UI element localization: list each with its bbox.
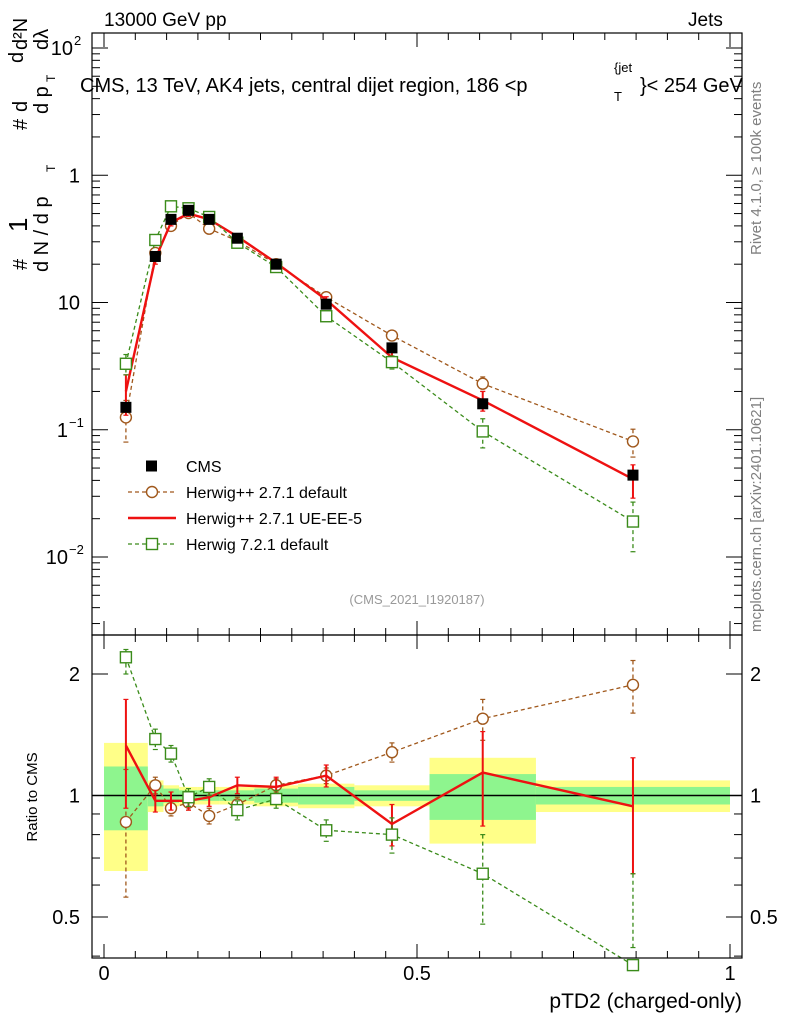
data-point-main: [320, 310, 333, 323]
y-tick-label-ratio-right: 1: [750, 786, 761, 808]
data-point-ratio: [149, 779, 162, 792]
data-point-ratio: [149, 732, 162, 746]
data-point-ratio: [119, 651, 133, 664]
data-point-ratio: [202, 809, 216, 823]
legend-marker: [145, 485, 159, 499]
chart-title: CMS, 13 TeV, AK4 jets, central dijet reg…: [80, 75, 528, 97]
cms-data-point: [149, 250, 161, 262]
cms-data-point: [477, 398, 489, 410]
cms-data-point: [183, 204, 195, 216]
cms-data-point: [386, 342, 398, 354]
data-point-ratio: [385, 828, 399, 841]
data-point-main: [385, 355, 399, 369]
legend-label: Herwig++ 2.7.1 default: [186, 485, 348, 502]
y-axis-label-part: d: [10, 101, 32, 112]
data-point-ratio: [626, 958, 640, 972]
data-point-ratio: [269, 792, 283, 806]
y-axis-label-part: T: [44, 74, 58, 82]
analysis-id-label: (CMS_2021_I1920187): [349, 592, 484, 607]
legend: CMS Herwig++ 2.7.1 default Herwig++ 2.7.1 …: [128, 459, 362, 554]
y-axis-label-part: #: [10, 258, 32, 270]
data-point-main: [476, 425, 489, 438]
data-point-ratio: [476, 867, 489, 880]
data-point-ratio: [385, 746, 399, 759]
x-tick-label: 0.5: [403, 963, 431, 985]
y-tick-label-exponent: −2: [69, 542, 84, 557]
y-axis-label-part: d²N: [10, 18, 32, 50]
series-line-main: [125, 205, 634, 523]
data-point-ratio: [202, 780, 216, 794]
chart-title-tail: }< 254 GeV: [640, 75, 744, 97]
legend-label-cms: CMS: [186, 459, 222, 476]
header-right-label: Jets: [688, 10, 723, 31]
legend-marker: [145, 537, 159, 551]
cms-data-point: [320, 298, 332, 310]
cms-data-point: [270, 258, 282, 270]
x-tick-label: 1: [724, 963, 735, 985]
legend-marker-cms: [146, 460, 157, 472]
data-point-ratio: [320, 824, 333, 837]
cms-data-point: [627, 469, 639, 481]
data-point-ratio: [164, 747, 178, 760]
x-tick-label: 0: [98, 963, 109, 985]
y-axis-label-part: d N / d p: [31, 196, 53, 272]
data-point-main: [164, 200, 178, 213]
chart-title-subscript: T: [614, 89, 622, 104]
data-point-ratio: [626, 678, 640, 692]
legend-label: Herwig 7.2.1 default: [186, 537, 329, 554]
y-axis-label-part: dλ: [31, 29, 53, 50]
data-point-main: [626, 435, 640, 448]
data-point-ratio: [476, 712, 489, 725]
axes-layer: [91, 32, 743, 959]
y-tick-label-ratio-right: 2: [750, 664, 761, 686]
header-left-label: 13000 GeV pp: [104, 10, 227, 31]
y-tick-label-main: 10: [58, 293, 80, 315]
y-tick-label-main: 1: [57, 420, 68, 442]
y-tick-label-exponent: 2: [74, 33, 81, 48]
chart-title-superscript: {jet: [614, 60, 632, 75]
data-point-ratio: [231, 803, 244, 817]
data-point-main: [119, 357, 133, 370]
data-point-ratio: [182, 791, 195, 804]
cms-data-point: [203, 213, 215, 225]
x-axis-label: pTD2 (charged-only): [549, 990, 742, 1013]
series-line-main: [124, 212, 634, 481]
cms-data-point: [120, 401, 132, 413]
y-axis-label-part: #: [10, 118, 32, 130]
y-tick-label-ratio: 0.5: [52, 907, 80, 929]
y-axis-label-part: 1: [3, 218, 33, 232]
main-plot-layer: [119, 200, 640, 553]
ratio-plot-layer: [119, 648, 640, 972]
legend-label: Herwig++ 2.7.1 UE-EE-5: [186, 511, 362, 528]
y-axis-label-part: d: [6, 52, 28, 63]
y-tick-label-exponent: −1: [69, 415, 84, 430]
data-point-main: [626, 515, 640, 528]
y-axis-label-part: T: [44, 164, 58, 172]
cms-data-point: [165, 213, 177, 225]
y-tick-label-ratio: 1: [69, 786, 80, 808]
y-axis-label-ratio: Ratio to CMS: [24, 752, 41, 841]
y-tick-label-main: 10: [51, 38, 73, 60]
cms-data-point: [231, 232, 243, 244]
data-point-ratio: [119, 815, 133, 829]
series-line-main: [125, 212, 634, 443]
data-point-main: [149, 233, 162, 247]
y-tick-label-ratio-right: 0.5: [750, 907, 778, 929]
y-axis-label-part: d p: [31, 86, 53, 114]
data-point-main: [385, 329, 399, 342]
y-tick-label-main: 10: [46, 547, 68, 569]
y-tick-label-main: 1: [69, 165, 80, 187]
data-point-main: [476, 377, 489, 390]
y-tick-label-ratio: 2: [69, 664, 80, 686]
